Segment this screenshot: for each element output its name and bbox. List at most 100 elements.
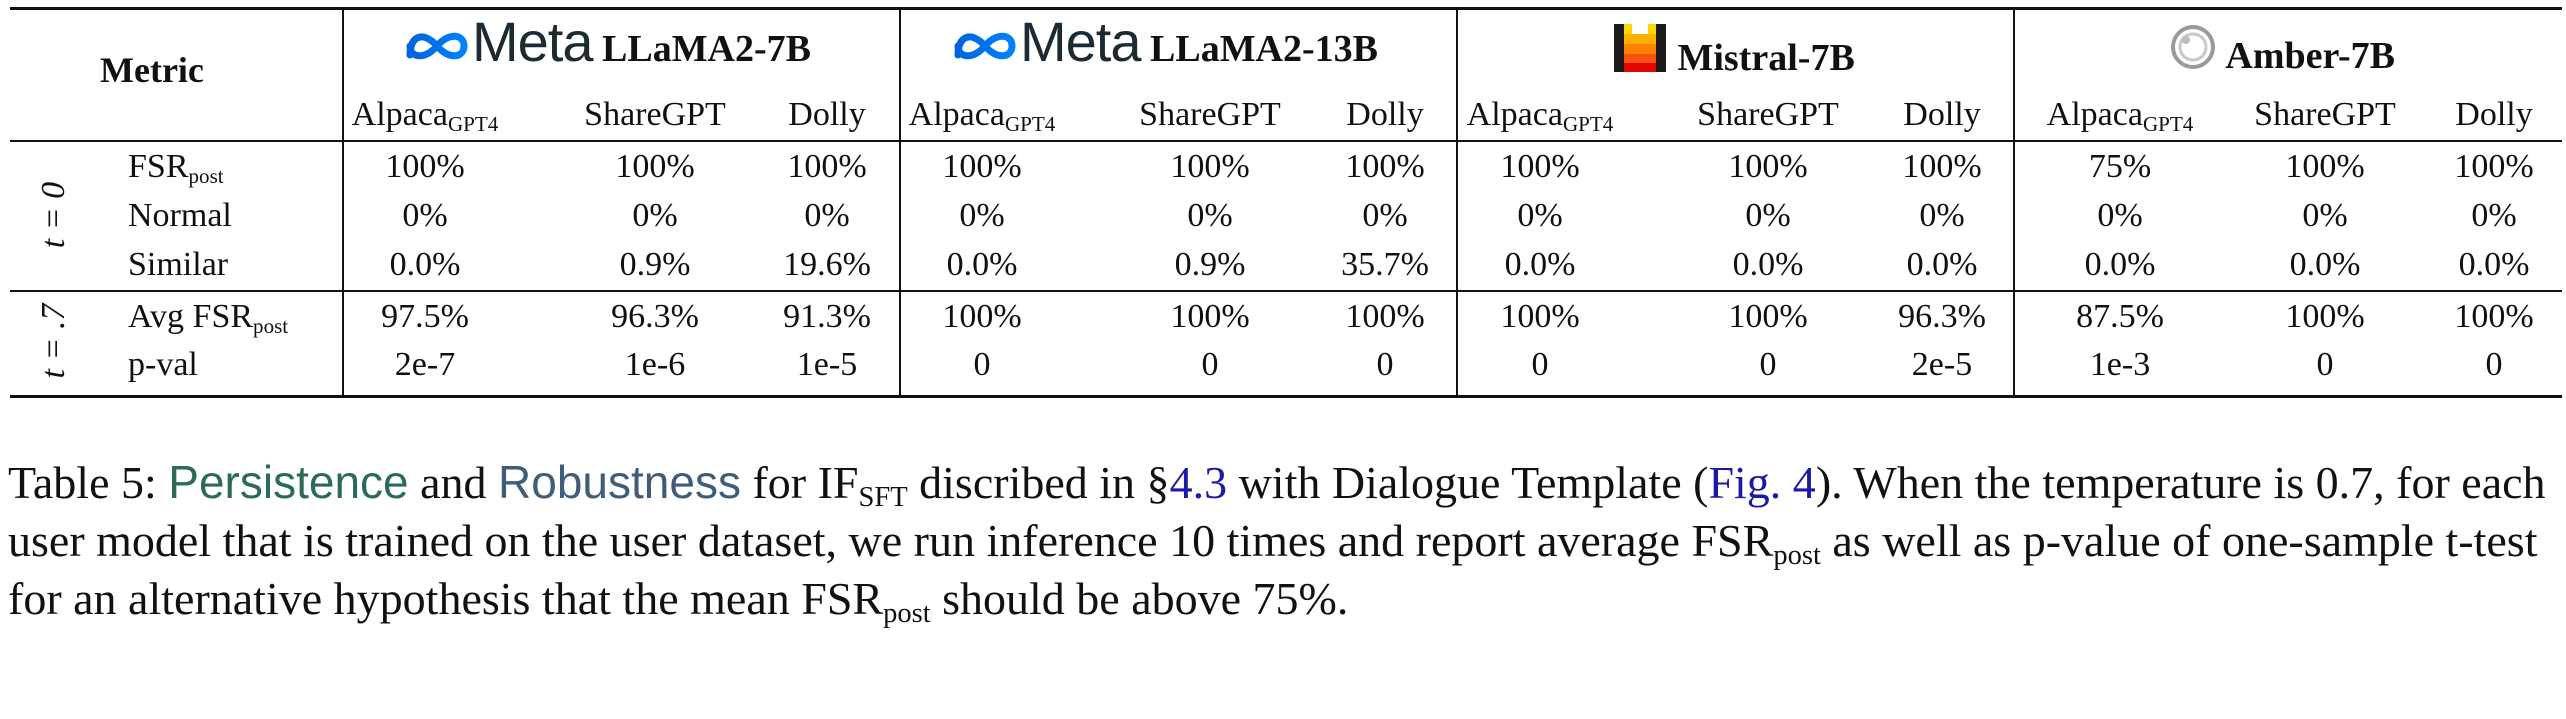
table-cell: 97.5% — [381, 298, 469, 335]
table-cell: 35.7% — [1341, 246, 1429, 283]
row-label-text: p-val — [128, 346, 198, 383]
column-divider — [342, 8, 344, 397]
dataset-label: Dolly — [1346, 96, 1424, 133]
table-cell: 0 — [1531, 346, 1549, 383]
table-cell: 2e-5 — [1911, 346, 1973, 383]
meta-brand: Meta — [1020, 10, 1141, 73]
table-cell: 0 — [1759, 346, 1777, 383]
dataset-label: Dolly — [2455, 96, 2533, 133]
dataset-label: Alpaca — [1466, 96, 1563, 133]
caption-text: and — [408, 457, 499, 508]
dataset-header-alpaca: AlpacaGPT4 — [335, 95, 515, 135]
table-cell: 96.3% — [1898, 298, 1986, 335]
group-label-t07: t = .7 — [35, 303, 72, 379]
table-cell: 0% — [1745, 197, 1791, 234]
table-cell: 0 — [1201, 346, 1219, 383]
table-cell: 75% — [2088, 148, 2152, 185]
dataset-header-alpaca: AlpacaGPT4 — [1450, 95, 1630, 135]
table-cell: 87.5% — [2076, 298, 2164, 335]
caption-subscript: post — [1773, 539, 1821, 571]
caption-text: ). When the temperature is 0.7, for each… — [8, 457, 2546, 566]
model-header-llama2-7b: Meta LLaMA2-7B — [402, 14, 811, 71]
figure-ref-link[interactable]: Fig. 4 — [1708, 457, 1816, 508]
table-cell: 100% — [1170, 298, 1250, 335]
table-cell: 1e-3 — [2089, 346, 2151, 383]
table-cell: 0% — [2097, 197, 2143, 234]
table-cell: 0 — [973, 346, 991, 383]
table-cell: 0% — [1919, 197, 1965, 234]
table-cell: 100% — [615, 148, 695, 185]
caption-subscript: post — [883, 597, 931, 629]
caption-subscript: SFT — [858, 481, 908, 513]
table-cell: 0.0% — [1732, 246, 1804, 283]
dataset-label: ShareGPT — [584, 96, 726, 133]
dataset-header-sharegpt: ShareGPT — [1120, 95, 1300, 135]
row-label-subscript: post — [188, 163, 224, 188]
caption-text: with Dialogue Template ( — [1227, 457, 1709, 508]
mistral-m-icon — [1614, 24, 1666, 72]
table-cell: 0% — [402, 197, 448, 234]
dataset-label: ShareGPT — [1139, 96, 1281, 133]
dataset-label: Dolly — [1903, 96, 1981, 133]
dataset-header-sharegpt: ShareGPT — [1678, 95, 1858, 135]
table-cell: 0% — [2471, 197, 2517, 234]
meta-infinity-icon — [406, 32, 468, 60]
dataset-subscript: GPT4 — [1004, 111, 1056, 136]
dataset-subscript: GPT4 — [447, 111, 499, 136]
header-bottom-rule — [10, 140, 2562, 142]
amber-ring-icon — [2171, 25, 2215, 69]
table-cell: 0 — [2316, 346, 2334, 383]
model-header-mistral-7b: Mistral-7B — [1612, 22, 1855, 80]
section-ref-link[interactable]: 4.3 — [1169, 457, 1228, 508]
model-header-amber-7b: Amber-7B — [2168, 22, 2395, 78]
table-cell: 100% — [2285, 148, 2365, 185]
table-cell: 0% — [1517, 197, 1563, 234]
table-cell: 100% — [942, 298, 1022, 335]
table-cell: 100% — [1500, 298, 1580, 335]
dataset-label: Alpaca — [351, 96, 448, 133]
row-label-text: Avg FSR — [128, 298, 254, 335]
dataset-label: Dolly — [788, 96, 866, 133]
table-cell: 0.0% — [2084, 246, 2156, 283]
table-cell: 0% — [1362, 197, 1408, 234]
table-cell: 100% — [1902, 148, 1982, 185]
dataset-header-dolly: Dolly — [2404, 95, 2566, 135]
table-cell: 1e-5 — [796, 346, 858, 383]
table-cell: 100% — [1500, 148, 1580, 185]
dataset-header-sharegpt: ShareGPT — [2235, 95, 2415, 135]
table-cell: 1e-6 — [624, 346, 686, 383]
caption-text: discribed in § — [907, 457, 1170, 508]
dataset-header-dolly: Dolly — [1852, 95, 2032, 135]
persistence-term: Persistence — [168, 456, 409, 508]
model-name: Amber-7B — [2225, 35, 2395, 77]
row-label: p-val — [128, 345, 198, 385]
dataset-subscript: GPT4 — [1562, 111, 1614, 136]
table-bottom-rule — [10, 395, 2562, 398]
table-cell: 100% — [2285, 298, 2365, 335]
table-cell: 0 — [1376, 346, 1394, 383]
row-label: Normal — [128, 196, 232, 236]
table-cell: 100% — [2454, 148, 2534, 185]
table-cell: 0% — [804, 197, 850, 234]
table-cell: 100% — [942, 148, 1022, 185]
table-cell: 100% — [787, 148, 867, 185]
row-label: Avg FSRpost — [128, 297, 288, 337]
table-cell: 100% — [385, 148, 465, 185]
table-cell: 0% — [959, 197, 1005, 234]
model-name: Mistral-7B — [1677, 37, 1855, 79]
dataset-label: ShareGPT — [2254, 96, 2396, 133]
table-cell: 100% — [1728, 298, 1808, 335]
caption-text: for IF — [740, 457, 859, 508]
dataset-header-sharegpt: ShareGPT — [565, 95, 745, 135]
table-cell: 0% — [1187, 197, 1233, 234]
row-label: Similar — [128, 245, 228, 285]
table-cell: 100% — [1345, 148, 1425, 185]
row-label-text: Normal — [128, 197, 232, 234]
table-cell: 0.0% — [1906, 246, 1978, 283]
model-header-llama2-13b: Meta LLaMA2-13B — [950, 14, 1378, 71]
table-cell: 100% — [1345, 298, 1425, 335]
dataset-header-alpaca: AlpacaGPT4 — [892, 95, 1072, 135]
table-caption: Table 5: Persistence and Robustness for … — [8, 453, 2558, 628]
metric-header: Metric — [100, 50, 204, 90]
table-cell: 0% — [2302, 197, 2348, 234]
